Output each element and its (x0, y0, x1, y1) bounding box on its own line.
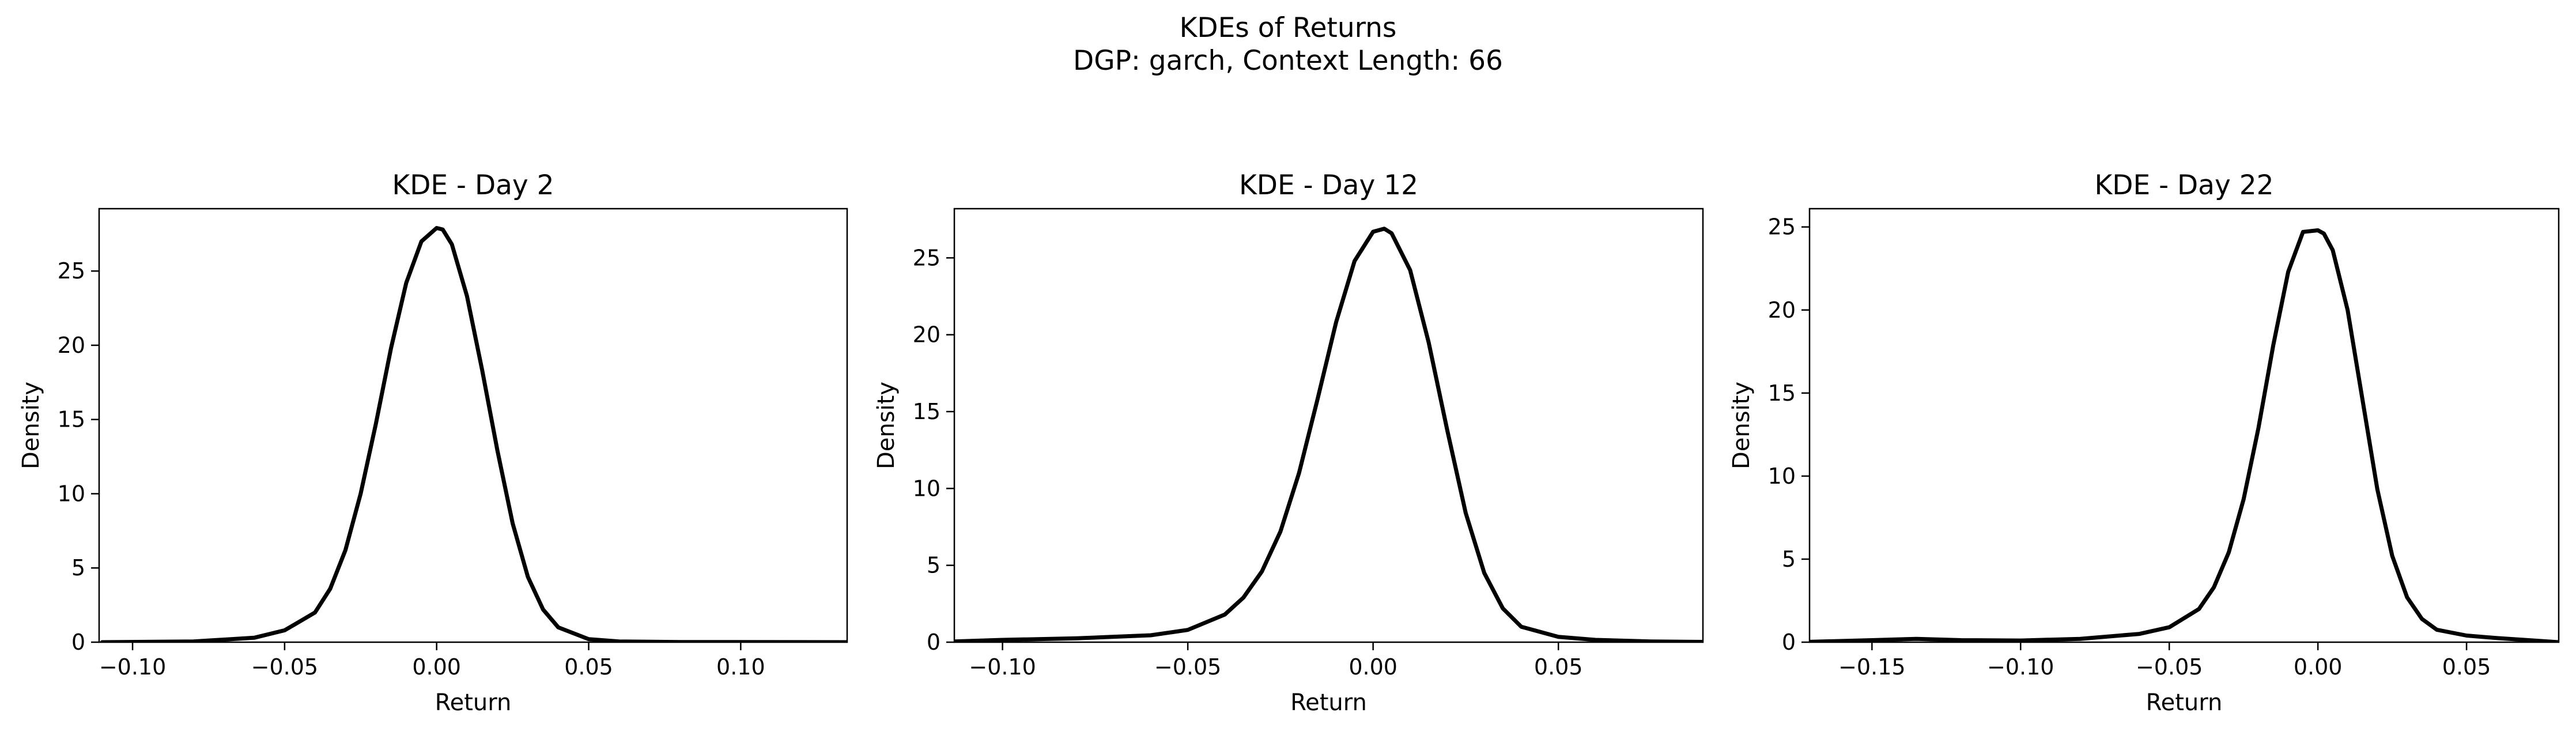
x-tick-label: −0.05 (1154, 654, 1221, 680)
y-tick-label: 0 (927, 630, 940, 655)
x-tick-label: −0.05 (251, 654, 318, 680)
y-tick-label: 10 (913, 476, 940, 501)
y-tick-label: 15 (1768, 380, 1796, 406)
x-tick-label: 0.00 (1349, 654, 1397, 680)
x-axis-label: Return (1290, 689, 1367, 716)
y-tick-label: 0 (1782, 630, 1796, 655)
axes-frame (98, 208, 848, 643)
x-tick-label: 0.00 (412, 654, 461, 680)
figure-title-line2: DGP: garch, Context Length: 66 (1073, 45, 1503, 77)
x-tick-label: −0.10 (99, 654, 166, 680)
kde-curve-1 (1810, 228, 2559, 642)
y-axis-label: Density (873, 382, 900, 469)
y-axis-label: Density (1728, 382, 1755, 469)
subplot-title: KDE - Day 12 (1239, 169, 1418, 201)
y-tick-label: 25 (913, 245, 940, 270)
subplot-2: KDE - Day 12 −0.10 −0.05 0.00 0.05 0 5 10 15 20 25… (873, 169, 1704, 716)
y-tick-label: 15 (58, 407, 85, 432)
x-tick-label: 0.05 (2442, 654, 2491, 680)
y-tick-label: 20 (913, 322, 940, 348)
x-tick-label: 0.05 (564, 654, 613, 680)
y-tick-label: 5 (1782, 546, 1796, 572)
y-tick-label: 5 (927, 553, 940, 578)
y-tick-label: 25 (58, 258, 85, 284)
x-tick-label: 0.05 (1534, 654, 1583, 680)
subplots: KDE - Day 2 −0.10 −0.05 0.00 0.05 0.10 0 5 10 15 2… (18, 169, 2560, 716)
axes-frame (1808, 208, 2560, 643)
x-tick-label: 0.00 (2294, 654, 2343, 680)
x-tick-label: −0.15 (1838, 654, 1905, 680)
y-tick-label: 20 (1768, 297, 1796, 323)
x-axis-label: Return (2146, 689, 2223, 716)
subplot-title: KDE - Day 2 (392, 169, 554, 201)
y-tick-label: 10 (1768, 463, 1796, 489)
x-tick-label: −0.10 (969, 654, 1036, 680)
y-tick-label: 20 (58, 333, 85, 358)
kde-curve-1 (954, 227, 1703, 642)
y-tick-label: 25 (1768, 214, 1796, 240)
subplot-3: KDE - Day 22 −0.15 −0.10 −0.05 0.00 0.05 0 5 10 1… (1728, 169, 2560, 716)
x-tick-label: 0.10 (716, 654, 765, 680)
kde-curve-1 (100, 226, 847, 642)
x-tick-label: −0.10 (1987, 654, 2054, 680)
y-axis-label: Density (18, 382, 44, 469)
subplot-title: KDE - Day 22 (2094, 169, 2273, 201)
y-tick-label: 10 (58, 481, 85, 506)
axes-frame (953, 208, 1704, 643)
x-tick-label: −0.05 (2136, 654, 2203, 680)
y-tick-label: 5 (71, 555, 85, 581)
y-tick-label: 15 (913, 399, 940, 424)
subplot-1: KDE - Day 2 −0.10 −0.05 0.00 0.05 0.10 0 5 10 15 2… (18, 169, 848, 716)
figure-title-line1: KDEs of Returns (1180, 12, 1397, 44)
x-axis-label: Return (435, 689, 512, 716)
y-tick-label: 0 (71, 630, 85, 655)
